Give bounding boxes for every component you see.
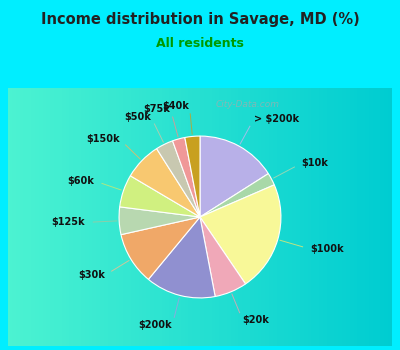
Text: $100k: $100k xyxy=(310,244,344,254)
Text: $200k: $200k xyxy=(138,320,172,330)
Wedge shape xyxy=(200,185,281,284)
Text: All residents: All residents xyxy=(156,37,244,50)
Wedge shape xyxy=(200,217,246,296)
Text: Income distribution in Savage, MD (%): Income distribution in Savage, MD (%) xyxy=(41,12,359,27)
Text: $50k: $50k xyxy=(124,112,151,122)
Wedge shape xyxy=(148,217,215,298)
Wedge shape xyxy=(157,141,200,217)
Wedge shape xyxy=(130,149,200,217)
Wedge shape xyxy=(172,138,200,217)
Text: $40k: $40k xyxy=(163,101,190,111)
Text: $150k: $150k xyxy=(86,134,120,144)
Text: City-Data.com: City-Data.com xyxy=(215,100,279,108)
Wedge shape xyxy=(120,176,200,217)
Text: $30k: $30k xyxy=(78,270,105,280)
Wedge shape xyxy=(200,136,268,217)
Text: $75k: $75k xyxy=(144,104,170,114)
Wedge shape xyxy=(121,217,200,279)
Text: $20k: $20k xyxy=(243,315,270,325)
Wedge shape xyxy=(185,136,200,217)
Text: $60k: $60k xyxy=(68,176,94,186)
Wedge shape xyxy=(119,207,200,235)
Text: > $200k: > $200k xyxy=(254,114,299,124)
Text: $10k: $10k xyxy=(302,158,328,168)
Wedge shape xyxy=(200,174,274,217)
Text: $125k: $125k xyxy=(52,217,85,228)
